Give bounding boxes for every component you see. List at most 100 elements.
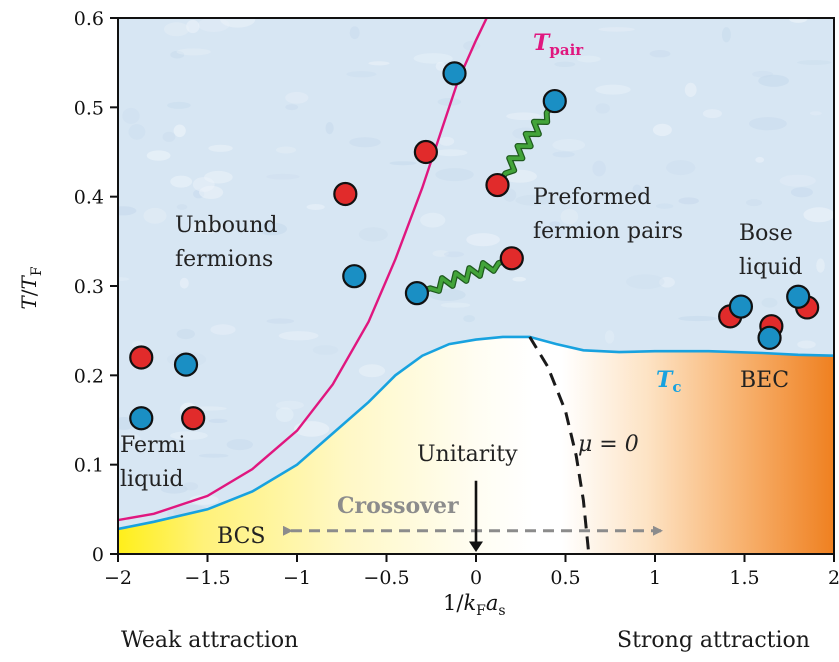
unitarity-arrowhead: [469, 541, 483, 552]
texture-blot: [755, 156, 765, 163]
texture-blot: [549, 221, 561, 227]
texture-blot: [432, 250, 449, 257]
texture-blot: [649, 50, 671, 58]
label-bcs: BCS: [217, 524, 265, 549]
texture-blot: [761, 297, 778, 308]
y-tick-label: 0.6: [74, 8, 104, 30]
texture-blot: [176, 48, 211, 56]
axis-ticks: −2 −1.5 −1 −0.5 0 0.5 1 1.5 2 0 0.1 0.2 0.3 0.4 0.5 0.6: [74, 8, 839, 589]
texture-blot: [349, 137, 381, 148]
blue-fermion: [442, 61, 467, 86]
texture-blot: [182, 482, 199, 491]
texture-blot: [179, 277, 189, 289]
texture-blot: [204, 170, 233, 184]
texture-blot: [122, 107, 140, 124]
texture-blot: [604, 330, 615, 344]
texture-blot: [666, 160, 696, 176]
texture-blot: [285, 104, 299, 111]
x-axis-label: 1/kFas: [443, 591, 506, 619]
texture-blot: [170, 175, 193, 188]
texture-blot: [186, 19, 200, 34]
red-fermion: [413, 139, 438, 165]
x-tick-label: −1: [283, 567, 311, 589]
weak-attraction-note: Weak attraction: [121, 628, 299, 653]
texture-blot: [210, 324, 236, 335]
texture-blot: [164, 22, 190, 37]
texture-blot: [208, 418, 228, 423]
label-tpair: Tpair: [533, 30, 584, 59]
texture-blot: [552, 151, 575, 158]
texture-blot: [189, 220, 224, 234]
texture-blot: [170, 431, 208, 440]
blue-fermion: [404, 281, 430, 306]
texture-blot: [552, 139, 586, 151]
texture-blot: [189, 494, 219, 505]
texture-blot: [119, 433, 141, 446]
x-tick-label: 0: [470, 567, 482, 589]
texture-blot: [592, 160, 606, 177]
texture-blot: [758, 74, 789, 87]
texture-blot: [435, 168, 474, 182]
superfluid-region: [118, 336, 834, 554]
texture-blot: [185, 253, 224, 260]
texture-blot: [266, 173, 300, 180]
texture-blot: [789, 18, 808, 23]
texture-blot: [576, 55, 601, 63]
texture-blot: [118, 206, 137, 216]
texture-blot: [413, 53, 453, 64]
texture-blot: [199, 453, 229, 458]
texture-blot: [160, 484, 188, 494]
texture-blot: [176, 328, 195, 340]
texture-blot: [285, 91, 309, 104]
texture-blot: [226, 439, 253, 451]
texture-blot: [632, 184, 642, 195]
texture-blot: [278, 331, 319, 341]
texture-blot: [702, 109, 722, 119]
particles-layer: [129, 61, 820, 431]
texture-blot: [463, 41, 481, 51]
x-tick-label: 1: [649, 567, 661, 589]
pair-bond: [501, 108, 551, 178]
x-tick-label: −1.5: [184, 567, 230, 589]
texture-blot: [346, 71, 377, 78]
texture-blot: [176, 204, 188, 210]
texture-blot: [143, 207, 167, 224]
texture-blot: [435, 61, 446, 71]
pair-bond: [425, 260, 503, 293]
label-bose-line1: Bose: [739, 221, 793, 246]
texture-blot: [162, 131, 176, 142]
texture-blot: [167, 101, 191, 109]
texture-blot: [515, 194, 551, 206]
y-tick-label: 0.3: [74, 276, 104, 298]
texture-blot: [656, 203, 674, 209]
texture-blot: [170, 50, 185, 59]
label-preformed-line2: fermion pairs: [533, 219, 683, 244]
texture-blot: [173, 124, 186, 138]
red-fermion: [499, 246, 524, 271]
texture-blot: [652, 123, 672, 137]
texture-blot: [512, 276, 526, 282]
label-fermi-line2: liquid: [120, 467, 183, 492]
texture-blot: [358, 364, 386, 378]
texture-blot: [816, 258, 825, 273]
strong-attraction-note: Strong attraction: [617, 628, 810, 653]
texture-blot: [466, 233, 500, 247]
texture-blot: [790, 187, 813, 198]
label-bec: BEC: [740, 368, 789, 393]
y-tick-label: 0.2: [74, 365, 104, 387]
texture-blot: [598, 27, 635, 32]
y-axis-label: T/TF: [17, 266, 45, 309]
texture-blot: [797, 60, 832, 65]
texture-blot: [678, 315, 718, 322]
texture-blot: [420, 212, 446, 228]
texture-blot: [659, 277, 675, 288]
blue-fermion: [129, 406, 154, 431]
label-tc: Tc: [656, 367, 682, 396]
red-fermion: [333, 181, 358, 207]
texture-blot: [779, 174, 816, 187]
texture-blot: [443, 251, 465, 258]
texture-blot: [721, 27, 731, 43]
label-unbound-line2: fermions: [175, 247, 273, 272]
texture-blot: [684, 82, 697, 97]
